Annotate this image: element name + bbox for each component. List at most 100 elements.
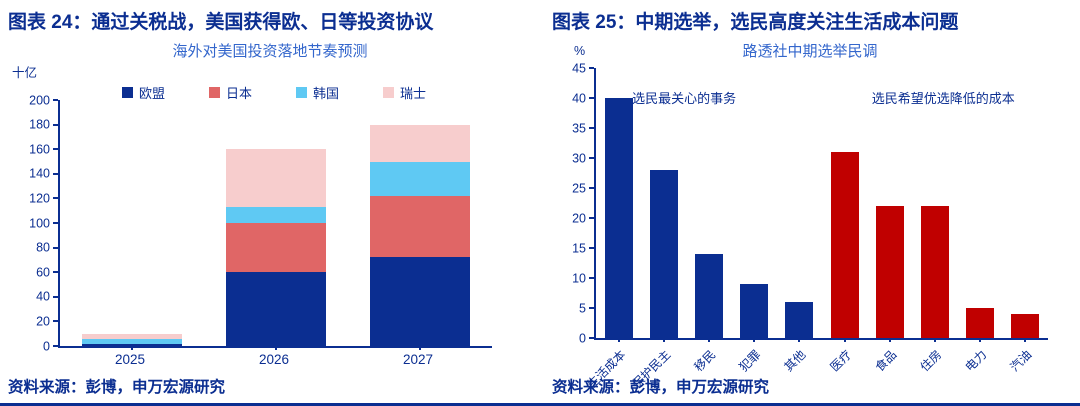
y-tick-label: 35 <box>572 120 586 135</box>
y-tick-mark <box>53 320 58 323</box>
y-tick-label: 10 <box>572 270 586 285</box>
figure-24-y-axis-unit: 十亿 <box>12 66 38 80</box>
x-tick-mark <box>275 346 277 350</box>
bar-segment-瑞士 <box>370 124 470 162</box>
bar-segment-韩国 <box>370 161 470 196</box>
bar-2025 <box>82 100 182 346</box>
bar-其他 <box>785 68 814 338</box>
figure-24-bottom-rule <box>0 403 540 406</box>
bar-2027 <box>370 100 470 346</box>
bars-group <box>60 100 492 346</box>
x-tick-mark <box>979 338 982 342</box>
bar-segment-欧盟 <box>82 343 182 346</box>
bar-value <box>830 152 859 338</box>
y-tick-label: 25 <box>572 180 586 195</box>
bar-segment-日本 <box>226 223 326 273</box>
bar-segment-瑞士 <box>226 149 326 208</box>
y-tick-label: 120 <box>29 191 50 206</box>
legend-item-日本: 日本 <box>208 83 252 102</box>
bar-汽油 <box>1011 68 1040 338</box>
legend-label: 日本 <box>225 86 252 101</box>
x-tick-mark <box>753 338 756 342</box>
y-tick-mark <box>53 246 58 249</box>
bar-保护民主 <box>649 68 678 338</box>
y-tick-mark <box>589 217 594 219</box>
bar-value <box>875 206 904 338</box>
bar-医疗 <box>830 68 859 338</box>
bar-食品 <box>875 68 904 338</box>
legend-item-韩国: 韩国 <box>296 83 339 102</box>
panel-figure-25: 图表 25：中期选举，选民高度关注生活成本问题 路透社中期选举民调 % 0 5 10… <box>540 0 1080 406</box>
x-axis-label: 2027 <box>402 352 434 367</box>
bar-犯罪 <box>740 68 769 338</box>
annotation-text: 选民最关心的事务 <box>632 91 737 106</box>
x-tick-mark <box>617 338 620 342</box>
y-tick-label: 180 <box>29 117 50 132</box>
y-tick-label: 140 <box>29 166 50 181</box>
y-tick-mark <box>53 271 58 274</box>
y-tick-mark <box>589 307 594 309</box>
legend-swatch <box>383 87 395 98</box>
bar-value <box>1011 314 1040 338</box>
y-tick-label: 30 <box>572 150 586 165</box>
y-tick-mark <box>589 277 594 279</box>
y-tick-mark <box>53 295 58 298</box>
figure-25-plot-area: 0 5 10 15 20 25 30 35 40 45 选民最关心的事务 选民希望优选降低的成本 <box>572 62 1048 344</box>
y-tick-mark <box>589 157 594 159</box>
bar-value <box>785 302 814 338</box>
figure-25-y-axis-unit: % <box>574 44 586 58</box>
x-tick-mark <box>888 338 891 342</box>
y-tick-mark <box>589 337 594 339</box>
y-tick-mark <box>53 148 58 151</box>
bar-value <box>694 254 723 338</box>
y-tick-label: 20 <box>36 314 50 329</box>
y-tick-label: 160 <box>29 141 50 156</box>
y-tick-mark <box>589 67 594 69</box>
x-tick-mark <box>419 346 421 350</box>
x-axis-label: 2026 <box>258 352 290 367</box>
y-tick-mark <box>589 97 594 99</box>
y-tick-label: 20 <box>572 210 586 225</box>
y-tick-mark <box>53 222 58 224</box>
figure-24-source: 资料来源：彭博，申万宏源研究 <box>8 379 226 396</box>
bar-segment-欧盟 <box>226 272 326 346</box>
y-tick-mark <box>53 345 58 347</box>
bar-segment-韩国 <box>226 207 326 224</box>
x-tick-mark <box>708 338 710 342</box>
bar-segment-韩国 <box>82 338 182 344</box>
figure-24-chart-title: 海外对美国投资落地节奏预测 <box>172 43 368 60</box>
bar-value <box>649 170 678 338</box>
bar-value <box>740 284 769 338</box>
x-tick-mark <box>1024 338 1027 342</box>
legend-swatch <box>296 87 307 98</box>
bar-value <box>920 206 949 338</box>
x-axis-label: 2025 <box>114 352 146 367</box>
figure-24-plot-area: 0 20 40 60 80 100 120 140 160 180 200 <box>29 94 492 352</box>
y-tick-label: 40 <box>36 289 50 304</box>
y-tick-label: 200 <box>29 92 50 107</box>
figure-25-chart-title: 路透社中期选举民调 <box>742 43 878 60</box>
bar-segment-欧盟 <box>370 257 470 346</box>
y-tick-label: 15 <box>572 240 586 255</box>
y-tick-label: 40 <box>572 90 586 105</box>
bar-住房 <box>920 68 949 338</box>
x-tick-mark <box>130 346 133 350</box>
y-tick-label: 0 <box>43 338 50 353</box>
figure-25-source: 资料来源：彭博，申万宏源研究 <box>552 379 770 396</box>
bar-2026 <box>226 100 326 346</box>
bar-value <box>966 308 995 338</box>
figure-24-title: 图表 24：通过关税战，美国获得欧、日等投资协议 <box>8 12 434 33</box>
panel-figure-24: 图表 24：通过关税战，美国获得欧、日等投资协议 海外对美国投资落地节奏预测 十… <box>0 12 540 406</box>
x-tick-mark <box>662 338 665 342</box>
legend-swatch <box>208 87 220 98</box>
legend-label: 瑞士 <box>400 86 427 101</box>
y-tick-label: 100 <box>29 215 50 230</box>
figure-25-bottom-rule <box>540 403 1080 406</box>
y-tick-label: 0 <box>579 330 586 345</box>
legend-item-欧盟: 欧盟 <box>121 83 165 102</box>
figure-25-title: 图表 25：中期选举，选民高度关注生活成本问题 <box>552 12 959 33</box>
bar-value <box>604 98 633 338</box>
y-tick-mark <box>589 187 594 189</box>
bar-生活成本 <box>604 68 633 338</box>
